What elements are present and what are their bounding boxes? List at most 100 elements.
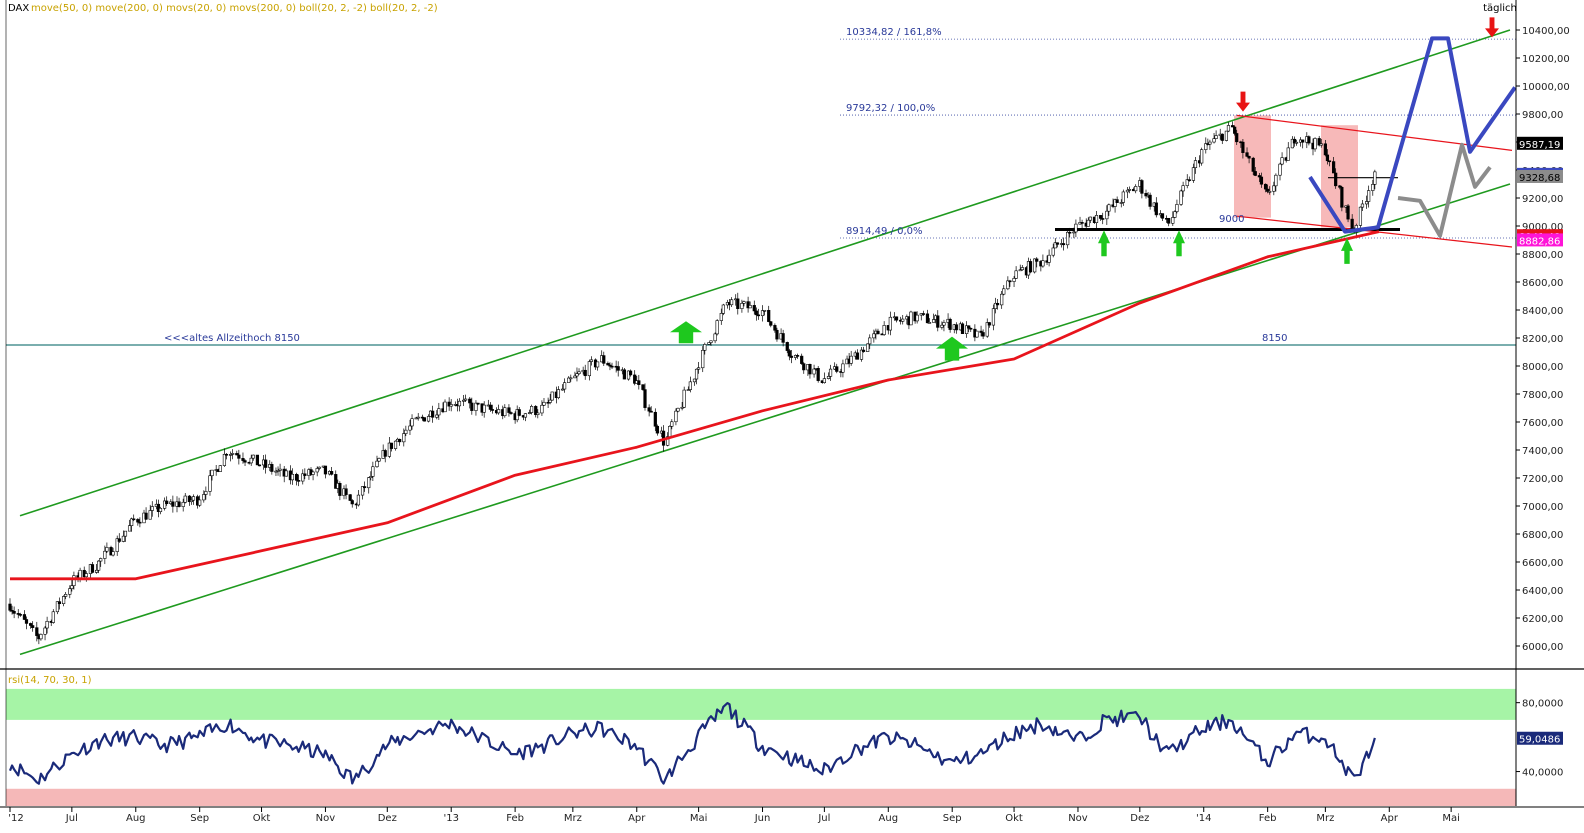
candle-body xyxy=(84,573,88,578)
candle-body xyxy=(1280,157,1284,165)
price-tick-label: 6600,00 xyxy=(1522,558,1563,569)
candle-body xyxy=(1268,190,1272,193)
candle-body xyxy=(127,525,132,532)
candle-body xyxy=(1200,149,1204,164)
candle-body xyxy=(1175,204,1179,212)
decline-upper-line xyxy=(1236,114,1513,151)
candle-body xyxy=(872,333,876,339)
candle-body xyxy=(138,521,142,524)
candle-body xyxy=(35,627,39,636)
candle-body xyxy=(468,398,472,404)
candle-body xyxy=(746,301,750,309)
candle-body xyxy=(709,340,713,343)
candle-body xyxy=(948,318,952,330)
candle-body xyxy=(942,322,946,326)
candle-body xyxy=(204,491,208,495)
candle-body xyxy=(1301,139,1305,143)
candle-body xyxy=(503,407,507,417)
candle-body xyxy=(835,366,839,372)
candle-body xyxy=(993,302,998,309)
last-value-box xyxy=(1517,136,1563,150)
candle-body xyxy=(925,313,930,324)
candle-body xyxy=(416,416,420,419)
candle-body xyxy=(676,407,680,412)
candle-body xyxy=(1208,141,1212,145)
candle-body xyxy=(859,349,864,360)
candle-body xyxy=(633,374,637,384)
candle-body xyxy=(641,384,645,390)
candle-body xyxy=(1185,179,1189,186)
candle-body xyxy=(68,588,72,595)
candle-body xyxy=(426,416,431,422)
candle-body xyxy=(72,575,76,586)
candle-body xyxy=(1294,141,1299,144)
candle-body xyxy=(1251,157,1255,172)
candle-body xyxy=(1338,185,1342,188)
candle-body xyxy=(464,398,468,401)
candle-body xyxy=(1154,202,1158,216)
time-tick-label: Okt xyxy=(1005,813,1023,824)
candle-body xyxy=(1272,185,1276,192)
candle-body xyxy=(1020,267,1024,271)
candle-body xyxy=(995,302,1000,306)
candle-body xyxy=(713,333,717,342)
price-tick-label: 7000,00 xyxy=(1522,502,1563,513)
candle-body xyxy=(171,501,175,507)
candle-body xyxy=(202,494,206,501)
price-tick-label: 10200,00 xyxy=(1522,54,1570,65)
candle-body xyxy=(64,594,68,597)
candle-body xyxy=(387,442,391,457)
candle-body xyxy=(470,402,474,411)
candle-body xyxy=(556,389,561,399)
price-tick-label: 6200,00 xyxy=(1522,614,1563,625)
candle-body xyxy=(294,473,299,481)
time-tick-label: Apr xyxy=(628,813,646,824)
time-tick-label: Dez xyxy=(378,813,397,824)
candle-body xyxy=(24,619,29,624)
candle-body xyxy=(703,344,707,351)
candle-body xyxy=(181,501,185,507)
candle-body xyxy=(769,321,773,326)
candle-body xyxy=(90,564,95,573)
candle-body xyxy=(410,418,414,427)
candle-body xyxy=(697,367,701,370)
candle-body xyxy=(1134,186,1138,192)
candle-body xyxy=(360,486,365,496)
candle-body xyxy=(16,613,20,615)
candle-body xyxy=(177,501,181,507)
candle-body xyxy=(981,332,985,337)
candle-body xyxy=(527,412,532,414)
candle-body xyxy=(1290,138,1294,149)
candle-body xyxy=(655,425,659,434)
buy-arrow xyxy=(1098,230,1110,257)
candle-body xyxy=(975,330,979,338)
candle-body xyxy=(1028,261,1033,273)
candle-body xyxy=(921,313,925,315)
candle-body xyxy=(1041,260,1045,267)
time-tick-label: Dez xyxy=(1130,813,1149,824)
candle-body xyxy=(290,473,295,481)
candle-body xyxy=(377,458,381,462)
candle-body xyxy=(628,370,633,376)
candle-body xyxy=(150,506,154,511)
candle-body xyxy=(534,406,538,415)
candle-body xyxy=(344,488,348,495)
time-tick-label: Mai xyxy=(690,813,708,824)
candle-body xyxy=(1074,223,1078,233)
candle-body xyxy=(297,480,301,482)
candle-body xyxy=(748,305,752,309)
candle-body xyxy=(105,547,109,552)
candle-body xyxy=(1101,218,1105,220)
candle-body xyxy=(1191,167,1196,181)
candle-body xyxy=(31,625,35,628)
candle-body xyxy=(270,464,274,472)
period-label: täglich xyxy=(1483,3,1517,14)
candle-body xyxy=(701,349,705,369)
candle-body xyxy=(517,409,521,416)
candle-body xyxy=(55,601,60,613)
candle-body xyxy=(1119,202,1123,204)
candle-body xyxy=(674,410,678,423)
candle-body xyxy=(707,342,711,345)
candle-body xyxy=(158,508,163,512)
candle-body xyxy=(816,368,820,381)
